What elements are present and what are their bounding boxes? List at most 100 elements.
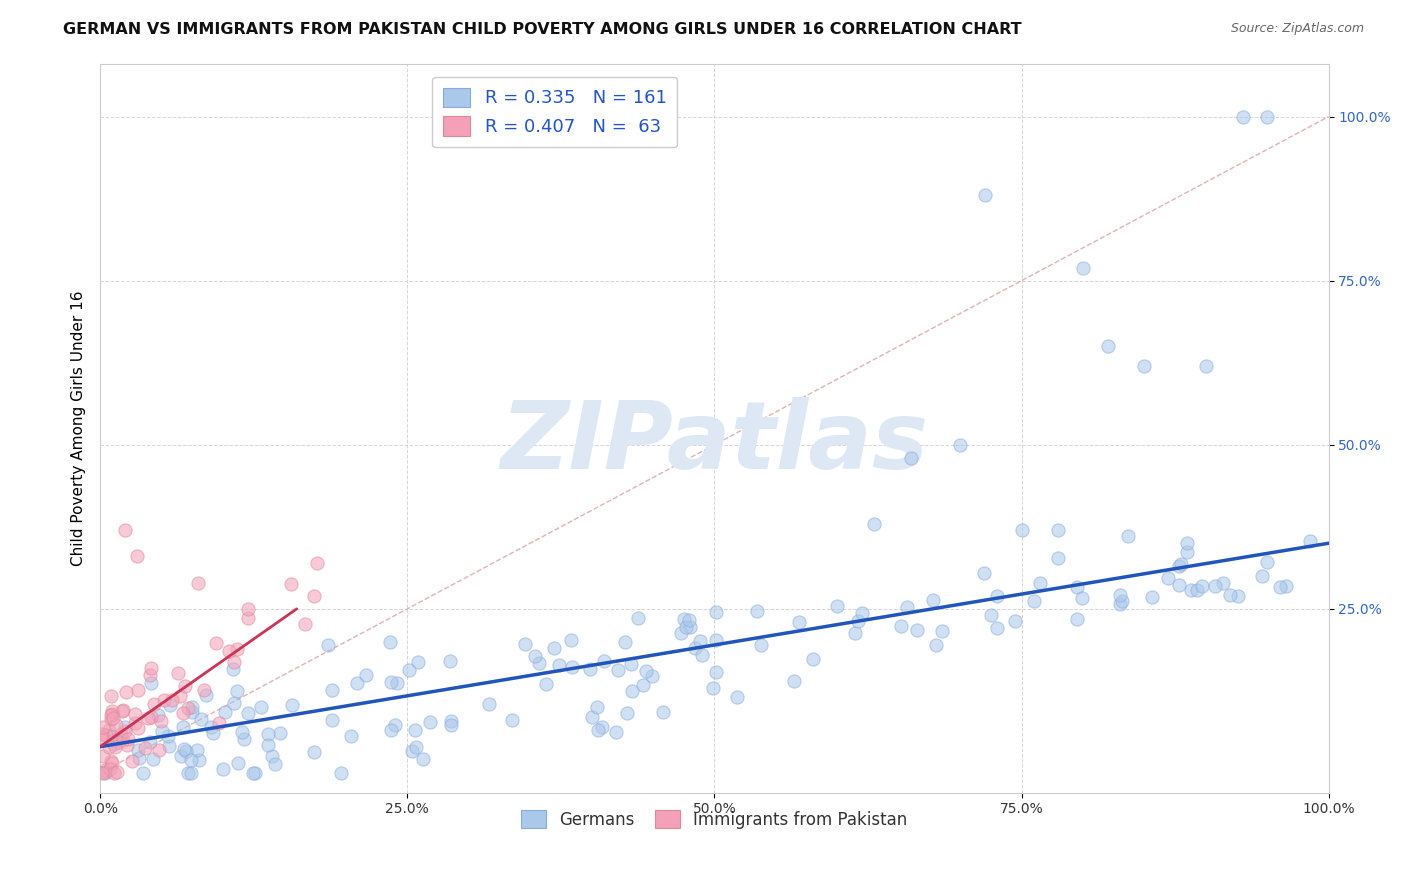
Point xyxy=(173,741,195,756)
Point xyxy=(634,664,657,678)
Point xyxy=(405,739,427,754)
Point xyxy=(949,438,972,452)
Point xyxy=(181,700,204,714)
Y-axis label: Child Poverty Among Girls Under 16: Child Poverty Among Girls Under 16 xyxy=(72,291,86,566)
Text: ZIPatlas: ZIPatlas xyxy=(501,397,928,489)
Point xyxy=(704,605,727,619)
Text: GERMAN VS IMMIGRANTS FROM PAKISTAN CHILD POVERTY AMONG GIRLS UNDER 16 CORRELATIO: GERMAN VS IMMIGRANTS FROM PAKISTAN CHILD… xyxy=(63,22,1022,37)
Point xyxy=(585,699,607,714)
Point xyxy=(177,766,200,780)
Point xyxy=(98,739,121,754)
Point xyxy=(222,662,245,676)
Point xyxy=(139,668,162,682)
Point xyxy=(523,648,546,663)
Point xyxy=(201,726,224,740)
Point xyxy=(170,748,193,763)
Point xyxy=(621,684,644,698)
Point xyxy=(1168,577,1191,591)
Point xyxy=(1011,523,1033,537)
Point xyxy=(825,599,848,613)
Point xyxy=(150,724,173,739)
Point xyxy=(321,683,343,698)
Point xyxy=(208,715,231,730)
Point xyxy=(641,669,664,683)
Point xyxy=(222,696,245,710)
Point xyxy=(304,745,326,759)
Point xyxy=(142,752,165,766)
Point xyxy=(100,706,122,721)
Point xyxy=(1250,569,1272,583)
Point xyxy=(105,718,128,732)
Point xyxy=(1133,359,1156,373)
Point xyxy=(905,623,928,637)
Point xyxy=(156,729,179,743)
Legend: Germans, Immigrants from Pakistan: Germans, Immigrants from Pakistan xyxy=(515,804,914,835)
Point xyxy=(115,685,138,699)
Point xyxy=(863,516,886,531)
Point xyxy=(101,729,124,743)
Point xyxy=(513,636,536,650)
Point xyxy=(631,678,654,692)
Point xyxy=(543,640,565,655)
Point xyxy=(651,705,673,719)
Point xyxy=(384,718,406,732)
Point xyxy=(150,714,173,728)
Point xyxy=(591,720,613,734)
Point xyxy=(180,753,202,767)
Point xyxy=(1180,582,1202,597)
Point xyxy=(94,763,117,777)
Point xyxy=(581,710,603,724)
Point xyxy=(1175,545,1198,559)
Point xyxy=(101,704,124,718)
Point xyxy=(114,720,136,734)
Point xyxy=(419,714,441,729)
Point xyxy=(103,766,125,780)
Point xyxy=(387,676,409,690)
Point xyxy=(94,728,117,742)
Point xyxy=(1140,590,1163,604)
Point xyxy=(243,766,266,780)
Point xyxy=(380,723,402,737)
Point xyxy=(321,714,343,728)
Point xyxy=(1256,110,1278,124)
Point xyxy=(98,762,121,776)
Point xyxy=(986,621,1008,635)
Point xyxy=(250,700,273,714)
Point xyxy=(128,751,150,765)
Point xyxy=(187,575,209,590)
Point xyxy=(172,720,194,734)
Point xyxy=(548,657,571,672)
Point xyxy=(103,737,125,751)
Point xyxy=(100,712,122,726)
Point xyxy=(1111,594,1133,608)
Point xyxy=(142,697,165,711)
Point xyxy=(264,757,287,772)
Point xyxy=(238,706,260,720)
Point xyxy=(527,656,550,670)
Point xyxy=(100,708,122,723)
Point xyxy=(160,693,183,707)
Point xyxy=(1274,579,1296,593)
Point xyxy=(188,753,211,767)
Point xyxy=(619,657,641,671)
Point xyxy=(439,654,461,668)
Point xyxy=(152,693,174,707)
Point xyxy=(260,749,283,764)
Point xyxy=(1268,580,1291,594)
Point xyxy=(783,674,806,689)
Point xyxy=(91,749,114,764)
Point xyxy=(114,723,136,738)
Point xyxy=(973,566,995,580)
Point xyxy=(172,706,194,720)
Point xyxy=(501,713,523,727)
Point xyxy=(478,697,501,711)
Point xyxy=(1070,591,1092,605)
Point xyxy=(1004,614,1026,628)
Point xyxy=(690,648,713,662)
Point xyxy=(110,727,132,741)
Point xyxy=(900,450,922,465)
Point xyxy=(689,634,711,648)
Point xyxy=(1170,557,1192,571)
Point xyxy=(605,724,627,739)
Point xyxy=(1066,612,1088,626)
